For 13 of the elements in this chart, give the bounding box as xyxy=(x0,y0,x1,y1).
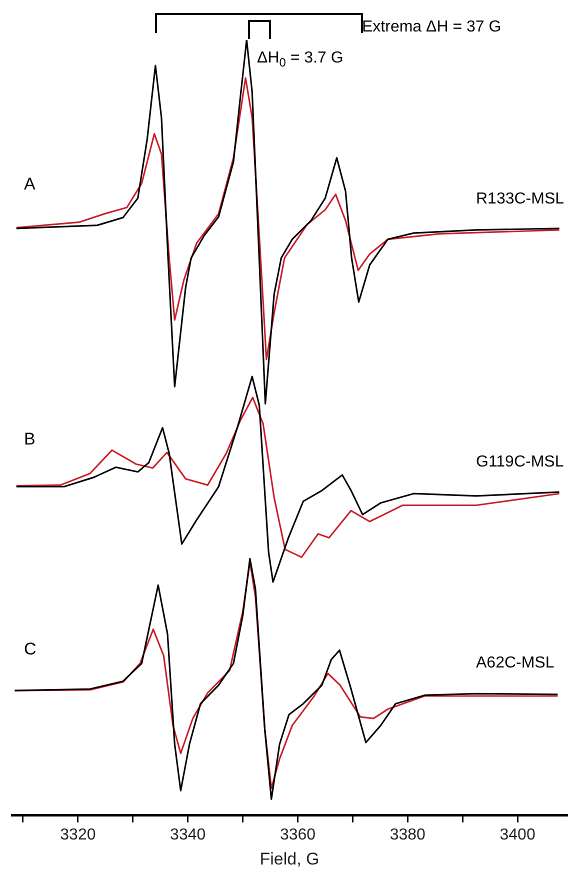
annotation: R133C-MSL xyxy=(476,190,564,208)
x-tick-label: 3320 xyxy=(60,826,96,844)
x-axis-title: Field, G xyxy=(260,849,320,868)
annotation: C xyxy=(24,640,36,659)
text: Extrema ΔH = 37 G xyxy=(362,18,502,36)
x-tick-label: 3340 xyxy=(170,826,206,844)
annotation: B xyxy=(24,430,36,449)
x-tick-label: 3400 xyxy=(500,826,536,844)
annotation: A62C-MSL xyxy=(476,654,554,672)
x-tick-label: 3360 xyxy=(280,826,316,844)
annotation: A xyxy=(24,174,36,194)
x-tick-label: 3380 xyxy=(390,826,426,844)
annotation: G119C-MSL xyxy=(476,453,564,470)
